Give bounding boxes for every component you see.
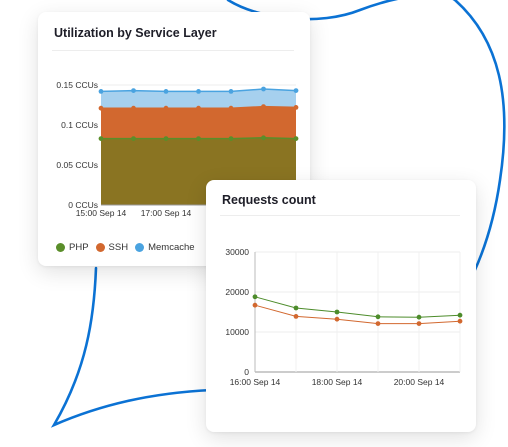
util-y-tick-label: 0.05 CCUs	[56, 160, 98, 170]
util-point-ssh	[196, 105, 201, 111]
requests-y-tick-label: 30000	[225, 247, 249, 257]
util-point-ssh	[131, 105, 136, 111]
utilization-divider	[52, 50, 294, 51]
requests-chart: 0 10000 20000 30000 16:00 Sep 14 18:00 Sep 14…	[225, 247, 463, 387]
requests-x-tick-label: 16:00 Sep 14	[230, 377, 281, 387]
requests-title: Requests count	[222, 193, 316, 207]
util-point-memcache	[98, 89, 104, 94]
utilization-title: Utilization by Service Layer	[54, 26, 217, 40]
util-point-ssh	[228, 105, 234, 111]
requests-line-1	[254, 304, 461, 325]
util-point-php	[196, 136, 201, 141]
requests-point-0	[416, 314, 422, 320]
requests-y-tick-label: 10000	[225, 327, 249, 337]
requests-point-1	[457, 318, 463, 324]
requests-y-tick-label: 20000	[225, 287, 249, 297]
legend-dot-memcache	[135, 243, 145, 252]
util-point-memcache	[163, 89, 169, 94]
util-point-php	[131, 136, 136, 141]
util-point-ssh	[261, 104, 266, 109]
legend-label-ssh: SSH	[108, 242, 129, 253]
requests-x-tick-label: 20:00 Sep 14	[394, 377, 445, 387]
legend-dot-ssh	[95, 243, 105, 252]
requests-point-0	[457, 312, 463, 318]
util-point-memcache	[261, 86, 266, 92]
util-y-tick-label: 0.15 CCUs	[56, 80, 98, 90]
util-area-memcache	[101, 89, 296, 109]
util-point-ssh	[98, 105, 104, 111]
util-point-memcache	[293, 88, 299, 93]
util-point-php	[163, 136, 169, 141]
requests-point-1	[416, 321, 422, 326]
util-point-php	[261, 135, 266, 141]
utilization-legend: PHP SSH Memcache	[56, 242, 195, 253]
util-point-php	[293, 136, 299, 141]
requests-y-tick-label: 0	[244, 367, 249, 377]
legend-item-ssh[interactable]: SSH	[95, 242, 129, 253]
requests-x-tick-label: 18:00 Sep 14	[312, 377, 363, 387]
legend-dot-php	[56, 243, 65, 252]
legend-label-php: PHP	[69, 242, 89, 253]
util-point-memcache	[228, 89, 234, 94]
legend-item-php[interactable]: PHP	[56, 242, 89, 253]
util-x-tick-label: 17:00 Sep 14	[141, 208, 192, 218]
util-point-ssh	[163, 105, 169, 111]
requests-point-1	[334, 316, 340, 322]
requests-point-1	[252, 302, 258, 308]
speech-bubble-path	[50, 0, 506, 428]
requests-point-0	[293, 305, 299, 311]
util-area-ssh	[101, 106, 296, 139]
requests-divider	[220, 215, 460, 216]
requests-point-0	[375, 314, 381, 320]
util-y-tick-label: 0.1 CCUs	[61, 120, 98, 130]
requests-point-0	[334, 309, 340, 315]
requests-point-0	[252, 294, 258, 300]
util-point-memcache	[196, 89, 201, 94]
requests-point-1	[375, 321, 381, 326]
util-point-ssh	[293, 105, 299, 110]
requests-line-0	[254, 296, 461, 318]
util-point-php	[98, 136, 104, 141]
util-y-tick-label: 0 CCUs	[68, 200, 98, 210]
requests-card: Requests count 0 10000 20000 30000 16:00 Sep…	[206, 180, 476, 432]
util-x-tick-label: 15:00 Sep 14	[76, 208, 127, 218]
legend-item-memcache[interactable]: Memcache	[135, 242, 195, 253]
requests-point-1	[293, 314, 299, 319]
util-point-php	[228, 136, 234, 141]
util-point-memcache	[131, 88, 136, 93]
legend-label-memcache: Memcache	[148, 242, 195, 253]
